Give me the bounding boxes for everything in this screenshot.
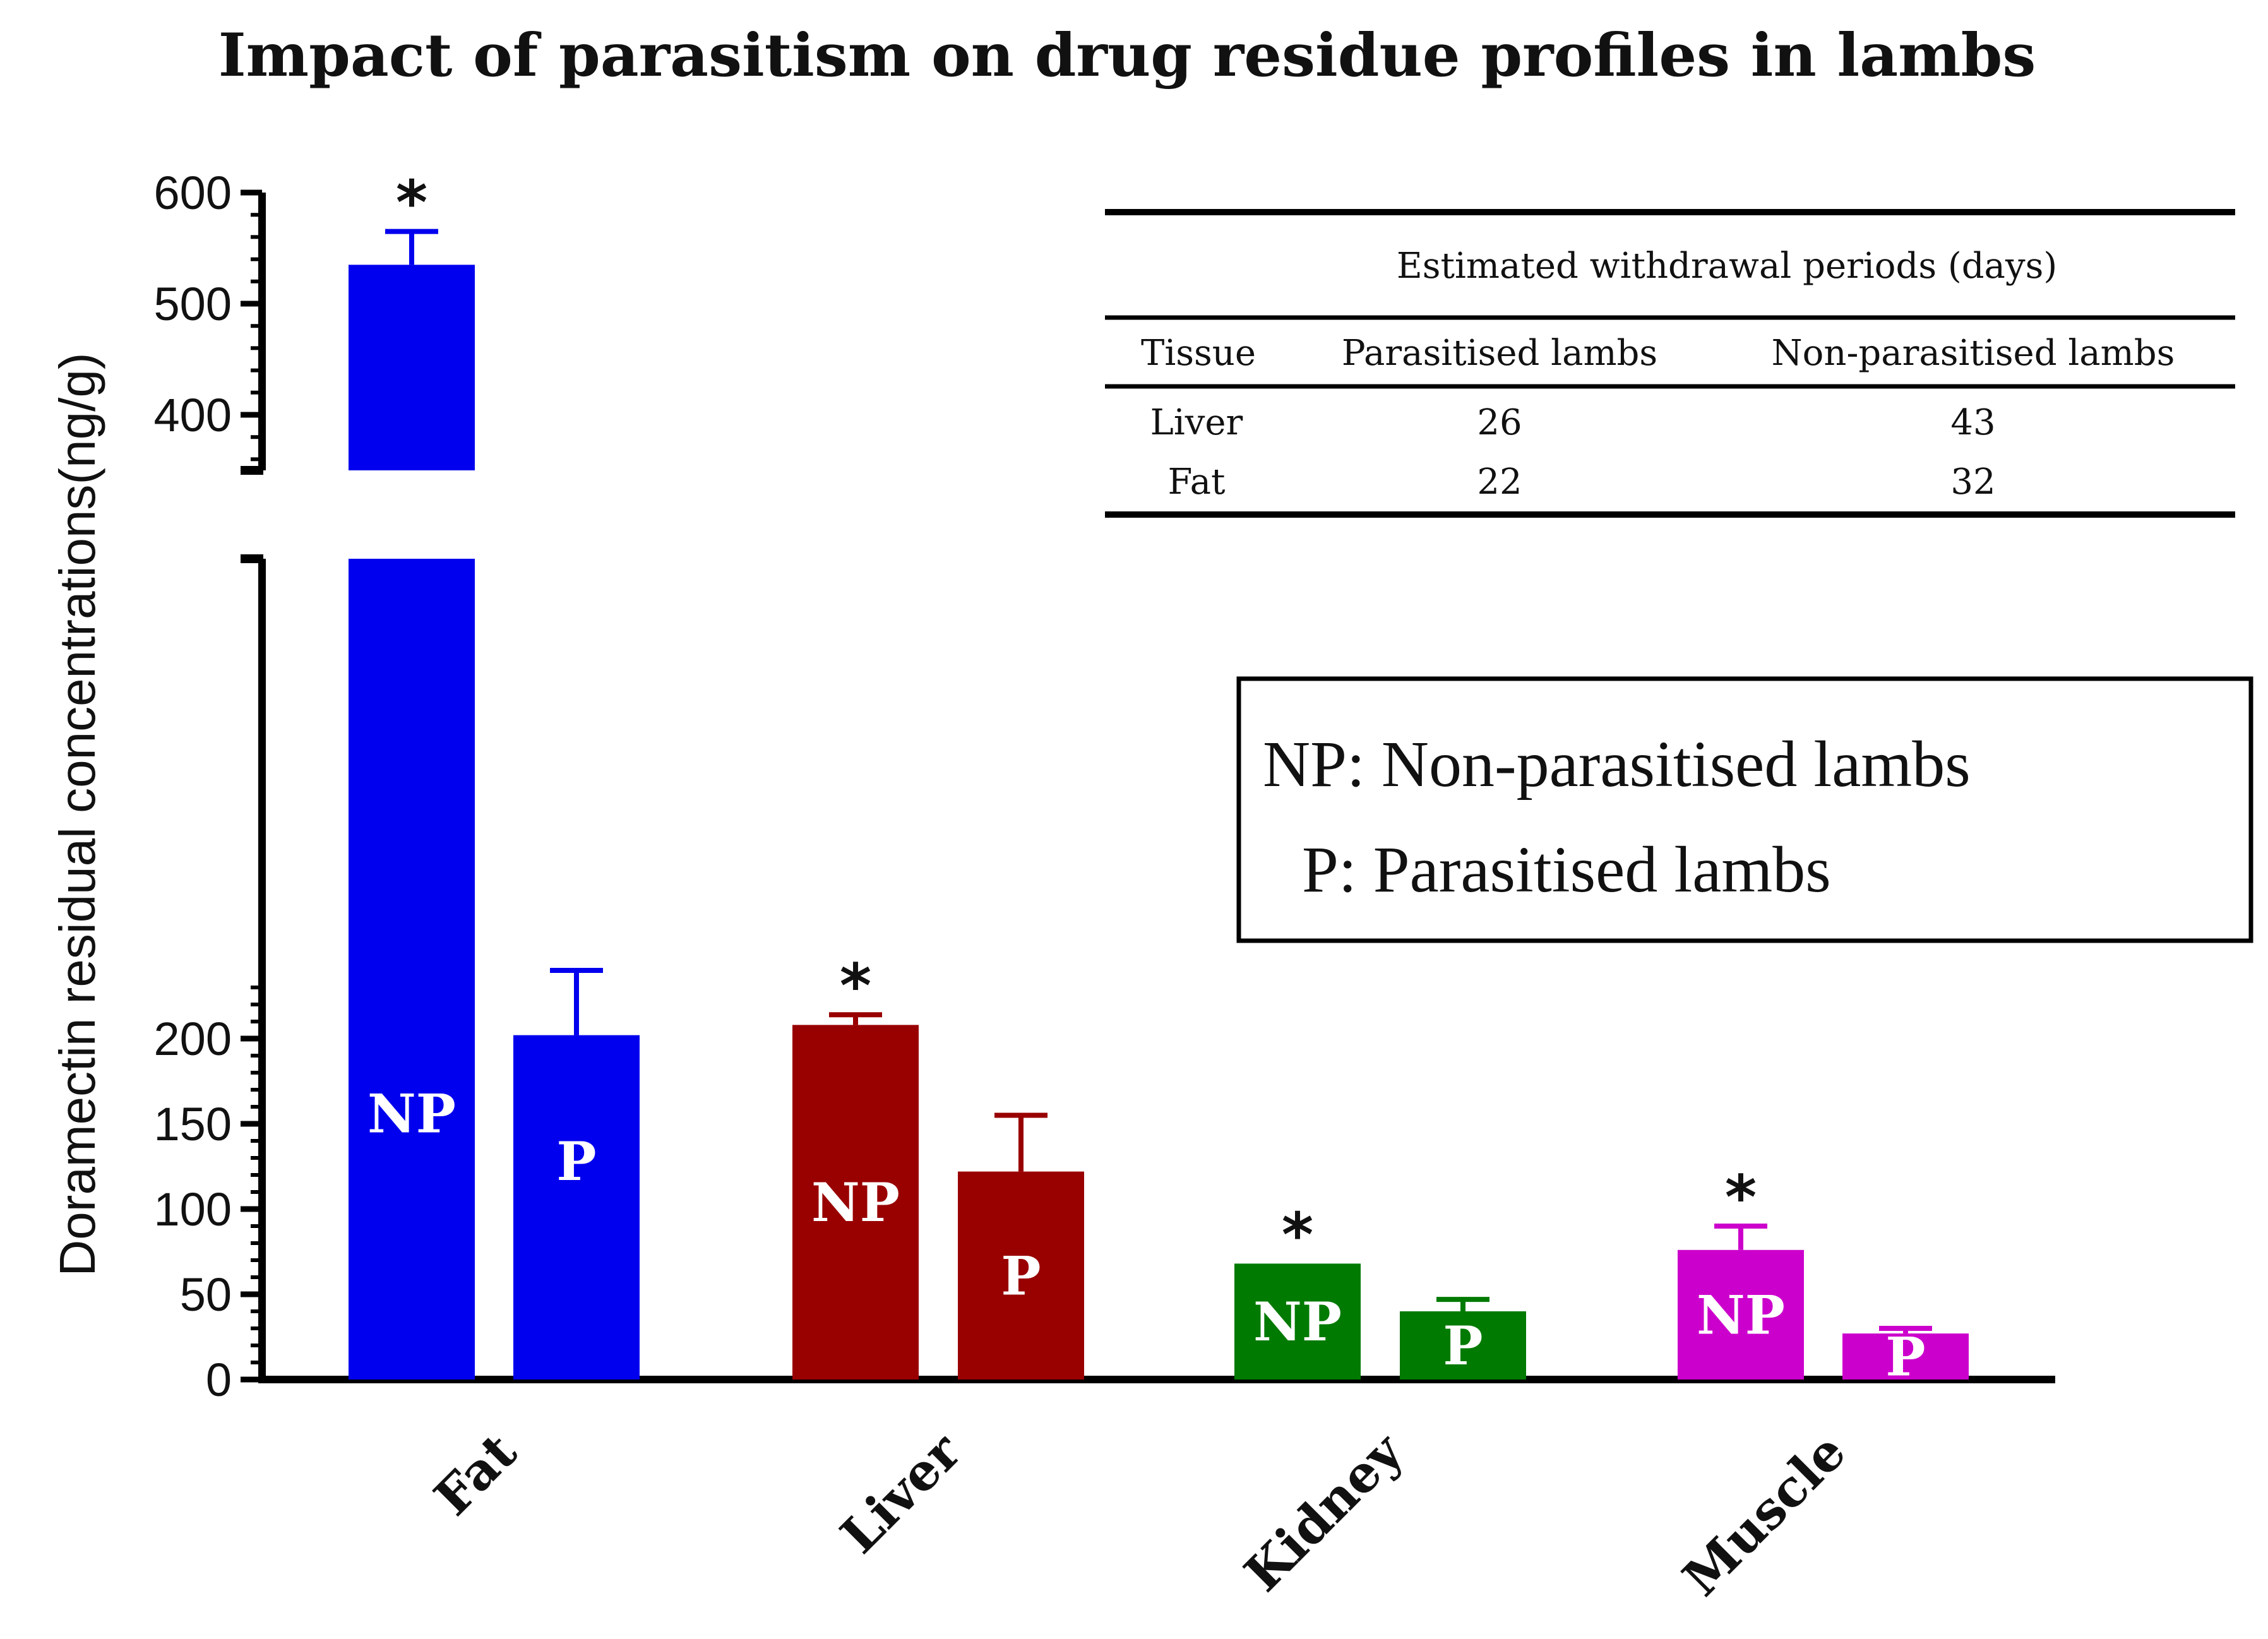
table-col-parasitised: Parasitised lambs — [1342, 333, 1657, 374]
inset-table: Estimated withdrawal periods (days) Tiss… — [1105, 209, 2235, 518]
y-tick-label: 100 — [154, 1183, 232, 1236]
table-cell-fat-tissue: Fat — [1168, 462, 1226, 503]
bar-label: NP — [1697, 1284, 1785, 1346]
table-cell-liver-parasitised: 26 — [1477, 402, 1522, 443]
x-category-labels: Fat Liver Kidney Muscle — [423, 1421, 1857, 1607]
bar — [513, 1035, 640, 1380]
bar-label: NP — [1253, 1290, 1342, 1353]
table-col-non-parasitised: Non-parasitised lambs — [1772, 333, 2175, 374]
bar-group-muscle-np: * NP — [1678, 1162, 1804, 1380]
table-cell-fat-non-parasitised: 32 — [1950, 462, 1995, 503]
y-axis-label: Doramectin residual concentrations(ng/g) — [49, 353, 105, 1277]
bar — [958, 1171, 1084, 1380]
x-tick-label: Liver — [829, 1421, 972, 1564]
y-tick-label: 0 — [206, 1354, 232, 1406]
bar — [1234, 1263, 1361, 1380]
y-tick-label: 200 — [154, 1013, 232, 1065]
y-tick-label: 400 — [154, 389, 232, 441]
significance-marker: * — [840, 951, 871, 1022]
bar — [349, 559, 475, 1380]
bar — [1842, 1333, 1969, 1380]
legend: NP: Non-parasitised lambs P: Parasitised… — [1236, 676, 2253, 943]
significance-marker: * — [1282, 1200, 1313, 1270]
bar-label: NP — [367, 1083, 456, 1145]
bar — [1400, 1311, 1526, 1380]
bar — [792, 1025, 919, 1380]
bar-group-liver-p: P — [958, 1112, 1084, 1380]
table-cell-fat-parasitised: 22 — [1477, 462, 1522, 503]
table-cell-liver-tissue: Liver — [1150, 402, 1243, 443]
bar-group-liver-np: * NP — [792, 951, 919, 1380]
bar-upper — [349, 265, 475, 470]
x-tick-label: Kidney — [1233, 1421, 1415, 1602]
bar-group-muscle-p: P — [1842, 1326, 1969, 1388]
bar-group-kidney-np: * NP — [1234, 1200, 1361, 1380]
y-tick-label: 500 — [154, 278, 232, 330]
bar-label: P — [1885, 1326, 1925, 1388]
bar-group-kidney-p: P — [1400, 1297, 1526, 1380]
x-tick-label: Muscle — [1671, 1422, 1857, 1607]
y-tick-label: 150 — [154, 1098, 232, 1150]
significance-marker: * — [396, 168, 427, 239]
significance-marker: * — [1725, 1162, 1757, 1233]
table-col-tissue: Tissue — [1141, 333, 1256, 374]
x-tick-label: Fat — [423, 1422, 528, 1527]
bar — [1678, 1249, 1804, 1380]
table-cell-liver-non-parasitised: 43 — [1950, 402, 1995, 443]
y-tick-label: 50 — [180, 1268, 232, 1321]
bar-group-fat-np: * NP — [349, 168, 475, 1380]
bar-label: P — [556, 1130, 596, 1193]
legend-entry-np: NP: Non-parasitised lambs — [1263, 728, 1971, 801]
bar-label: NP — [811, 1171, 900, 1234]
chart-title: Impact of parasitism on drug residue pro… — [218, 21, 2036, 90]
bar-label: P — [1001, 1244, 1041, 1307]
legend-entry-p: P: Parasitised lambs — [1302, 833, 1831, 906]
bars: * NP P * NP P * NP P * NP P — [349, 168, 1969, 1388]
table-caption: Estimated withdrawal periods (days) — [1397, 246, 2057, 287]
legend-box — [1236, 676, 2253, 943]
bar-group-fat-p: P — [513, 968, 640, 1380]
y-tick-label: 600 — [154, 167, 232, 219]
bar-label: P — [1443, 1314, 1483, 1377]
